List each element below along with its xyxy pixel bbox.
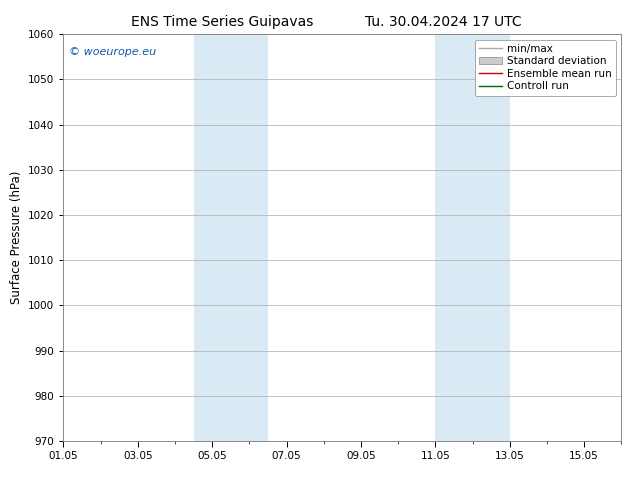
Text: ENS Time Series Guipavas: ENS Time Series Guipavas [131, 15, 313, 29]
Legend: min/max, Standard deviation, Ensemble mean run, Controll run: min/max, Standard deviation, Ensemble me… [475, 40, 616, 96]
Bar [436, 34, 510, 441]
Bar [193, 34, 268, 441]
Text: Tu. 30.04.2024 17 UTC: Tu. 30.04.2024 17 UTC [365, 15, 522, 29]
Text: © woeurope.eu: © woeurope.eu [69, 47, 156, 56]
Y-axis label: Surface Pressure (hPa): Surface Pressure (hPa) [10, 171, 23, 304]
